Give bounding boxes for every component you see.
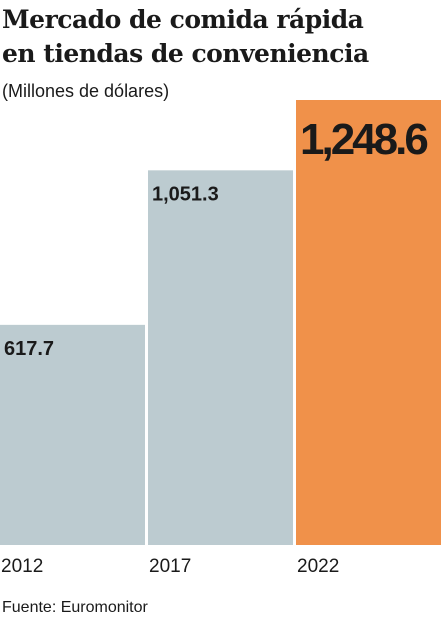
value-label: 1,248.6 — [300, 115, 427, 164]
chart-subtitle: (Millones de dólares) — [2, 81, 169, 101]
source: Fuente: Euromonitor — [2, 599, 149, 616]
chart-title: en tiendas de conveniencia — [2, 39, 369, 68]
bar — [296, 100, 441, 545]
x-tick-label: 2012 — [1, 556, 43, 577]
bar — [0, 324, 145, 545]
x-tick-label: 2017 — [149, 556, 191, 577]
value-label: 1,051.3 — [152, 183, 219, 205]
x-tick-label: 2022 — [297, 556, 339, 577]
chart-title: Mercado de comida rápida — [2, 5, 364, 34]
value-label: 617.7 — [4, 338, 54, 360]
bar — [148, 170, 293, 545]
